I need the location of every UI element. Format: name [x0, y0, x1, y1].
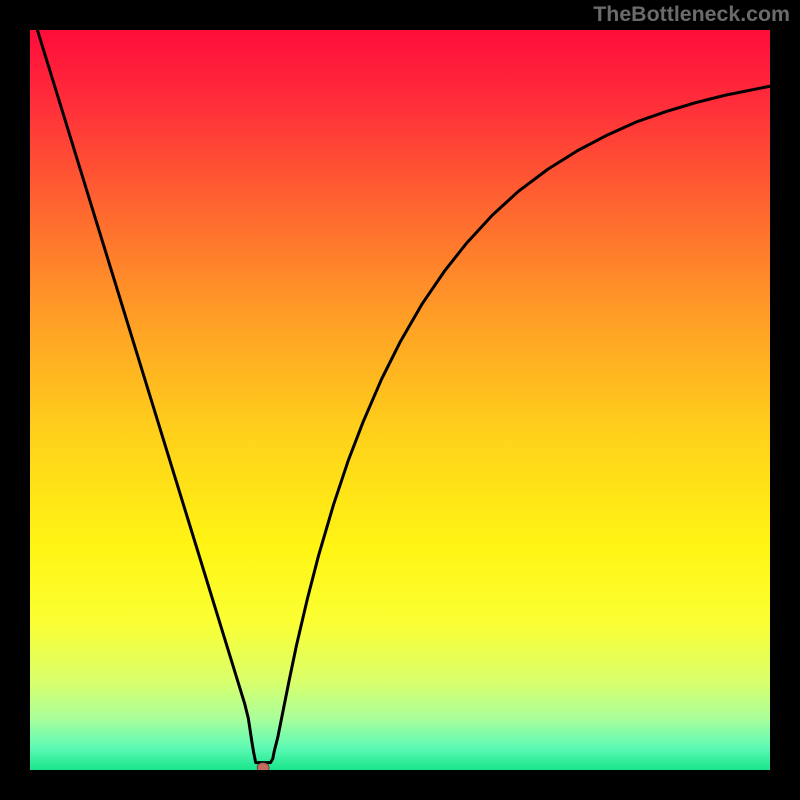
curve-svg: [30, 30, 770, 770]
minimum-marker: [257, 763, 269, 770]
watermark-label: TheBottleneck.com: [593, 2, 790, 27]
bottleneck-curve: [37, 30, 770, 763]
plot-area: [30, 30, 770, 770]
